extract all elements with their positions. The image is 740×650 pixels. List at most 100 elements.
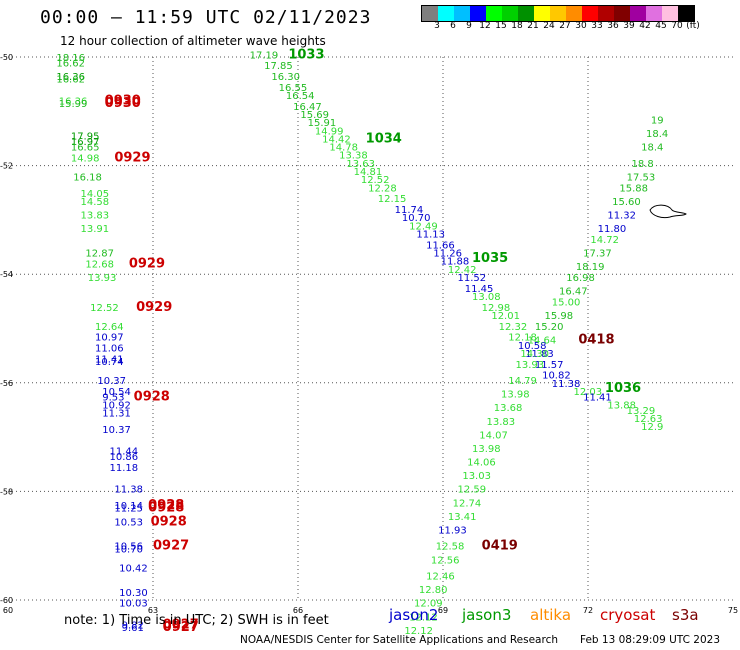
color-scale-label: 18 [511, 21, 523, 31]
color-swatch [470, 6, 486, 21]
legend-cryosat: cryosat [600, 606, 656, 624]
wave-height-label: 11.31 [102, 409, 131, 420]
wave-height-label: 16.47 [293, 102, 322, 113]
wave-height-label: 15.20 [535, 322, 564, 333]
color-scale-label: 39 [623, 21, 635, 31]
color-scale-label: 70 [671, 21, 683, 31]
wave-height-label: 12.09 [414, 599, 443, 610]
wave-height-label: 12.9 [641, 422, 663, 433]
wave-height-label: 13.29 [627, 406, 656, 417]
wave-height-label: 13.63 [346, 159, 375, 170]
wave-height-label: 11.52 [458, 273, 487, 284]
color-scale-label: 27 [559, 21, 571, 31]
wave-height-label: 12.52 [90, 303, 119, 314]
color-scale-labels: 3 6 9 12 15 18 21 24 27 30 33 36 39 42 45 70 (ft) [421, 21, 731, 33]
wave-height-label: 18.4 [646, 129, 668, 140]
wave-height-label: 11.13 [416, 229, 445, 240]
wave-height-label: 10.82 [542, 371, 571, 382]
wave-height-label: 11.66 [426, 240, 455, 251]
color-swatch [550, 6, 566, 21]
wave-height-label: 12.03 [574, 387, 603, 398]
wave-height-label: 19 [651, 115, 664, 126]
legend-jason2: jason2 [389, 606, 439, 624]
wave-height-label: 12.56 [431, 555, 460, 566]
wave-height-label: 12.98 [482, 303, 511, 314]
map-grid [8, 56, 733, 601]
wave-height-label: 10.42 [119, 563, 148, 574]
wave-height-label: 17.85 [264, 61, 293, 72]
wave-height-label: 14.98 [71, 153, 100, 164]
wave-height-label: 15.69 [300, 110, 329, 121]
color-scale-label: 24 [543, 21, 555, 31]
wave-height-label: 13.41 [448, 512, 477, 523]
color-swatch [598, 6, 614, 21]
color-scale-label: 9 [466, 21, 472, 31]
latitude-label: -52 [0, 162, 13, 171]
footer-timestamp: Feb 13 08:29:09 UTC 2023 [580, 634, 720, 646]
wave-height-label: 15.60 [612, 197, 641, 208]
note-text: note: 1) Time is in UTC; 2) SWH is in fe… [64, 613, 329, 628]
wave-height-label: 11.80 [598, 224, 627, 235]
wave-height-label: 16.47 [559, 286, 588, 297]
pass-time-label: 0929 [114, 150, 150, 165]
wave-height-label: 10.37 [102, 425, 131, 436]
wave-height-label: 11.41 [95, 354, 124, 365]
wave-height-label: 13.98 [501, 390, 530, 401]
wave-height-label: 12.74 [453, 498, 482, 509]
wave-height-label: 11.45 [465, 284, 494, 295]
color-swatch [454, 6, 470, 21]
color-swatch [582, 6, 598, 21]
wave-height-label: 14.06 [467, 458, 496, 469]
longitude-label: 75 [728, 606, 738, 615]
wave-height-label: 14.42 [322, 134, 351, 145]
pass-time-label: 0928 [148, 501, 184, 516]
color-swatch [518, 6, 534, 21]
wave-height-label: 13.08 [472, 292, 501, 303]
wave-height-label: 14.07 [479, 430, 508, 441]
color-swatch [662, 6, 678, 21]
pass-time-label: 1034 [366, 131, 402, 146]
pass-time-label: 0929 [136, 300, 172, 315]
color-scale-label: 12 [479, 21, 491, 31]
color-scale-label: 42 [639, 21, 651, 31]
wave-height-label: 11.18 [110, 463, 139, 474]
latitude-label: -58 [0, 487, 13, 496]
color-swatch [422, 6, 438, 21]
color-swatch [614, 6, 630, 21]
color-scale-label: 45 [655, 21, 667, 31]
wave-height-label: 11.83 [525, 349, 554, 360]
color-swatch [678, 6, 694, 21]
wave-height-label: 13.93 [516, 360, 545, 371]
wave-height-label: 12.80 [419, 585, 448, 596]
island-outline [649, 204, 687, 219]
wave-height-label: 11.38 [552, 379, 581, 390]
color-swatch [502, 6, 518, 21]
wave-height-label: 11.32 [607, 210, 636, 221]
pass-time-label: 1036 [605, 381, 641, 396]
wave-height-label: 12.46 [426, 572, 455, 583]
color-scale-label: 21 [527, 21, 539, 31]
page-title: 00:00 – 11:59 UTC 02/11/2023 [40, 7, 372, 28]
longitude-label: 60 [3, 606, 13, 615]
footer-credit: NOAA/NESDIS Center for Satellite Applica… [240, 634, 558, 646]
wave-height-label: 11.26 [433, 248, 462, 259]
wave-height-label: 12.28 [368, 183, 397, 194]
wave-height-label: 9.82 [122, 620, 144, 631]
longitude-label: 63 [148, 606, 158, 615]
color-scale-bar [421, 5, 695, 22]
wave-height-label: 13.68 [494, 403, 523, 414]
pass-time-label: 0927 [153, 539, 189, 554]
wave-height-label: 18.19 [576, 262, 605, 273]
legend-s3a: s3a [672, 606, 699, 624]
wave-height-label: 11.93 [438, 525, 467, 536]
wave-height-label: 12.87 [85, 248, 114, 259]
legend-jason3: jason3 [462, 606, 512, 624]
wave-height-label: 10.70 [402, 213, 431, 224]
longitude-label: 72 [583, 606, 593, 615]
pass-time-label: 0927 [163, 617, 199, 632]
wave-height-label: 12.64 [95, 322, 124, 333]
wave-height-label: 13.88 [607, 401, 636, 412]
longitude-label: 69 [438, 606, 448, 615]
wave-height-label: 10.56 [114, 542, 143, 553]
wave-height-label: 10.03 [119, 599, 148, 610]
